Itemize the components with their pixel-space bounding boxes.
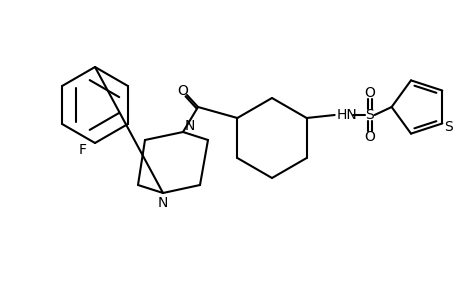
Text: S: S <box>364 108 373 122</box>
Text: F: F <box>79 143 87 157</box>
Text: O: O <box>364 86 374 100</box>
Text: N: N <box>185 119 195 133</box>
Text: O: O <box>364 130 374 144</box>
Text: HN: HN <box>336 108 356 122</box>
Text: N: N <box>157 196 168 210</box>
Text: O: O <box>177 84 188 98</box>
Text: S: S <box>443 121 452 134</box>
